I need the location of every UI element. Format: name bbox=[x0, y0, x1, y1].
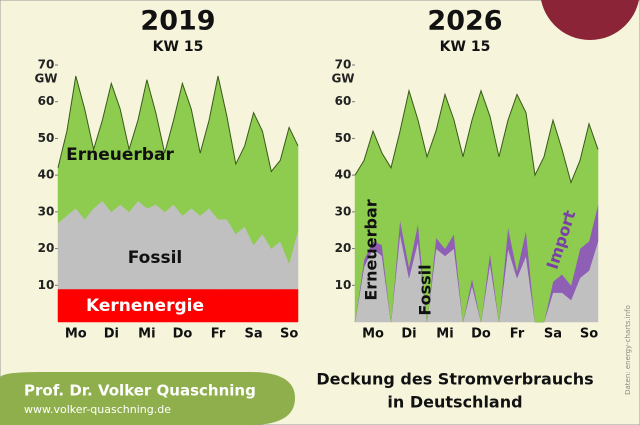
y-tick-label: 10 bbox=[38, 278, 55, 292]
x-tick-label: Do bbox=[471, 327, 491, 342]
y-tick-label: 20 bbox=[38, 241, 55, 255]
x-tick-label: Do bbox=[173, 327, 193, 342]
y-tick-label: 40 bbox=[38, 168, 55, 182]
y-axis-label: GW bbox=[331, 72, 354, 86]
series-label: Erneuerbar bbox=[66, 145, 174, 165]
load-line bbox=[354, 88, 599, 185]
y-tick-label: 60 bbox=[335, 94, 352, 108]
x-tick-label: Sa bbox=[244, 327, 262, 342]
y-tick-label: 20 bbox=[335, 241, 352, 255]
x-tick-label: Sa bbox=[544, 327, 562, 342]
author: Prof. Dr. Volker Quaschning bbox=[24, 382, 256, 400]
caption: in Deutschland bbox=[387, 393, 522, 412]
y-tick-label: 10 bbox=[335, 278, 352, 292]
caption: Deckung des Stromverbrauchs bbox=[316, 370, 593, 389]
load-line bbox=[57, 75, 299, 173]
chart-title: 2019 bbox=[140, 6, 215, 37]
y-tick-label: 60 bbox=[38, 94, 55, 108]
y-tick-label: 40 bbox=[335, 168, 352, 182]
y-axis-label: GW bbox=[34, 72, 57, 86]
chart-subtitle: KW 15 bbox=[440, 39, 491, 55]
y-tick-label: 50 bbox=[38, 131, 55, 145]
x-tick-label: So bbox=[280, 327, 298, 342]
source: Daten: energy-charts.info bbox=[624, 305, 632, 395]
y-tick-label: 70 bbox=[38, 58, 55, 72]
portrait bbox=[541, 0, 639, 40]
x-tick-label: Mo bbox=[65, 327, 87, 342]
x-tick-label: Fr bbox=[211, 327, 226, 342]
chart-subtitle: KW 15 bbox=[153, 39, 204, 55]
x-tick-label: So bbox=[580, 327, 598, 342]
x-tick-label: Di bbox=[104, 327, 119, 342]
chart-title: 2026 bbox=[427, 6, 502, 37]
y-tick-label: 30 bbox=[38, 204, 55, 218]
y-tick-label: 70 bbox=[335, 58, 352, 72]
url: www.volker-quaschning.de bbox=[24, 403, 171, 416]
x-tick-label: Mi bbox=[436, 327, 453, 342]
series-label: Kernenergie bbox=[86, 296, 204, 316]
x-tick-label: Mi bbox=[138, 327, 155, 342]
y-tick-label: 50 bbox=[335, 131, 352, 145]
series-label: Fossil bbox=[416, 264, 435, 315]
series-label: Fossil bbox=[128, 248, 183, 268]
y-tick-label: 30 bbox=[335, 204, 352, 218]
x-tick-label: Fr bbox=[510, 327, 525, 342]
series-label: Erneuerbar bbox=[362, 199, 381, 300]
x-tick-label: Di bbox=[401, 327, 416, 342]
author-banner bbox=[0, 372, 295, 425]
x-tick-label: Mo bbox=[362, 327, 384, 342]
